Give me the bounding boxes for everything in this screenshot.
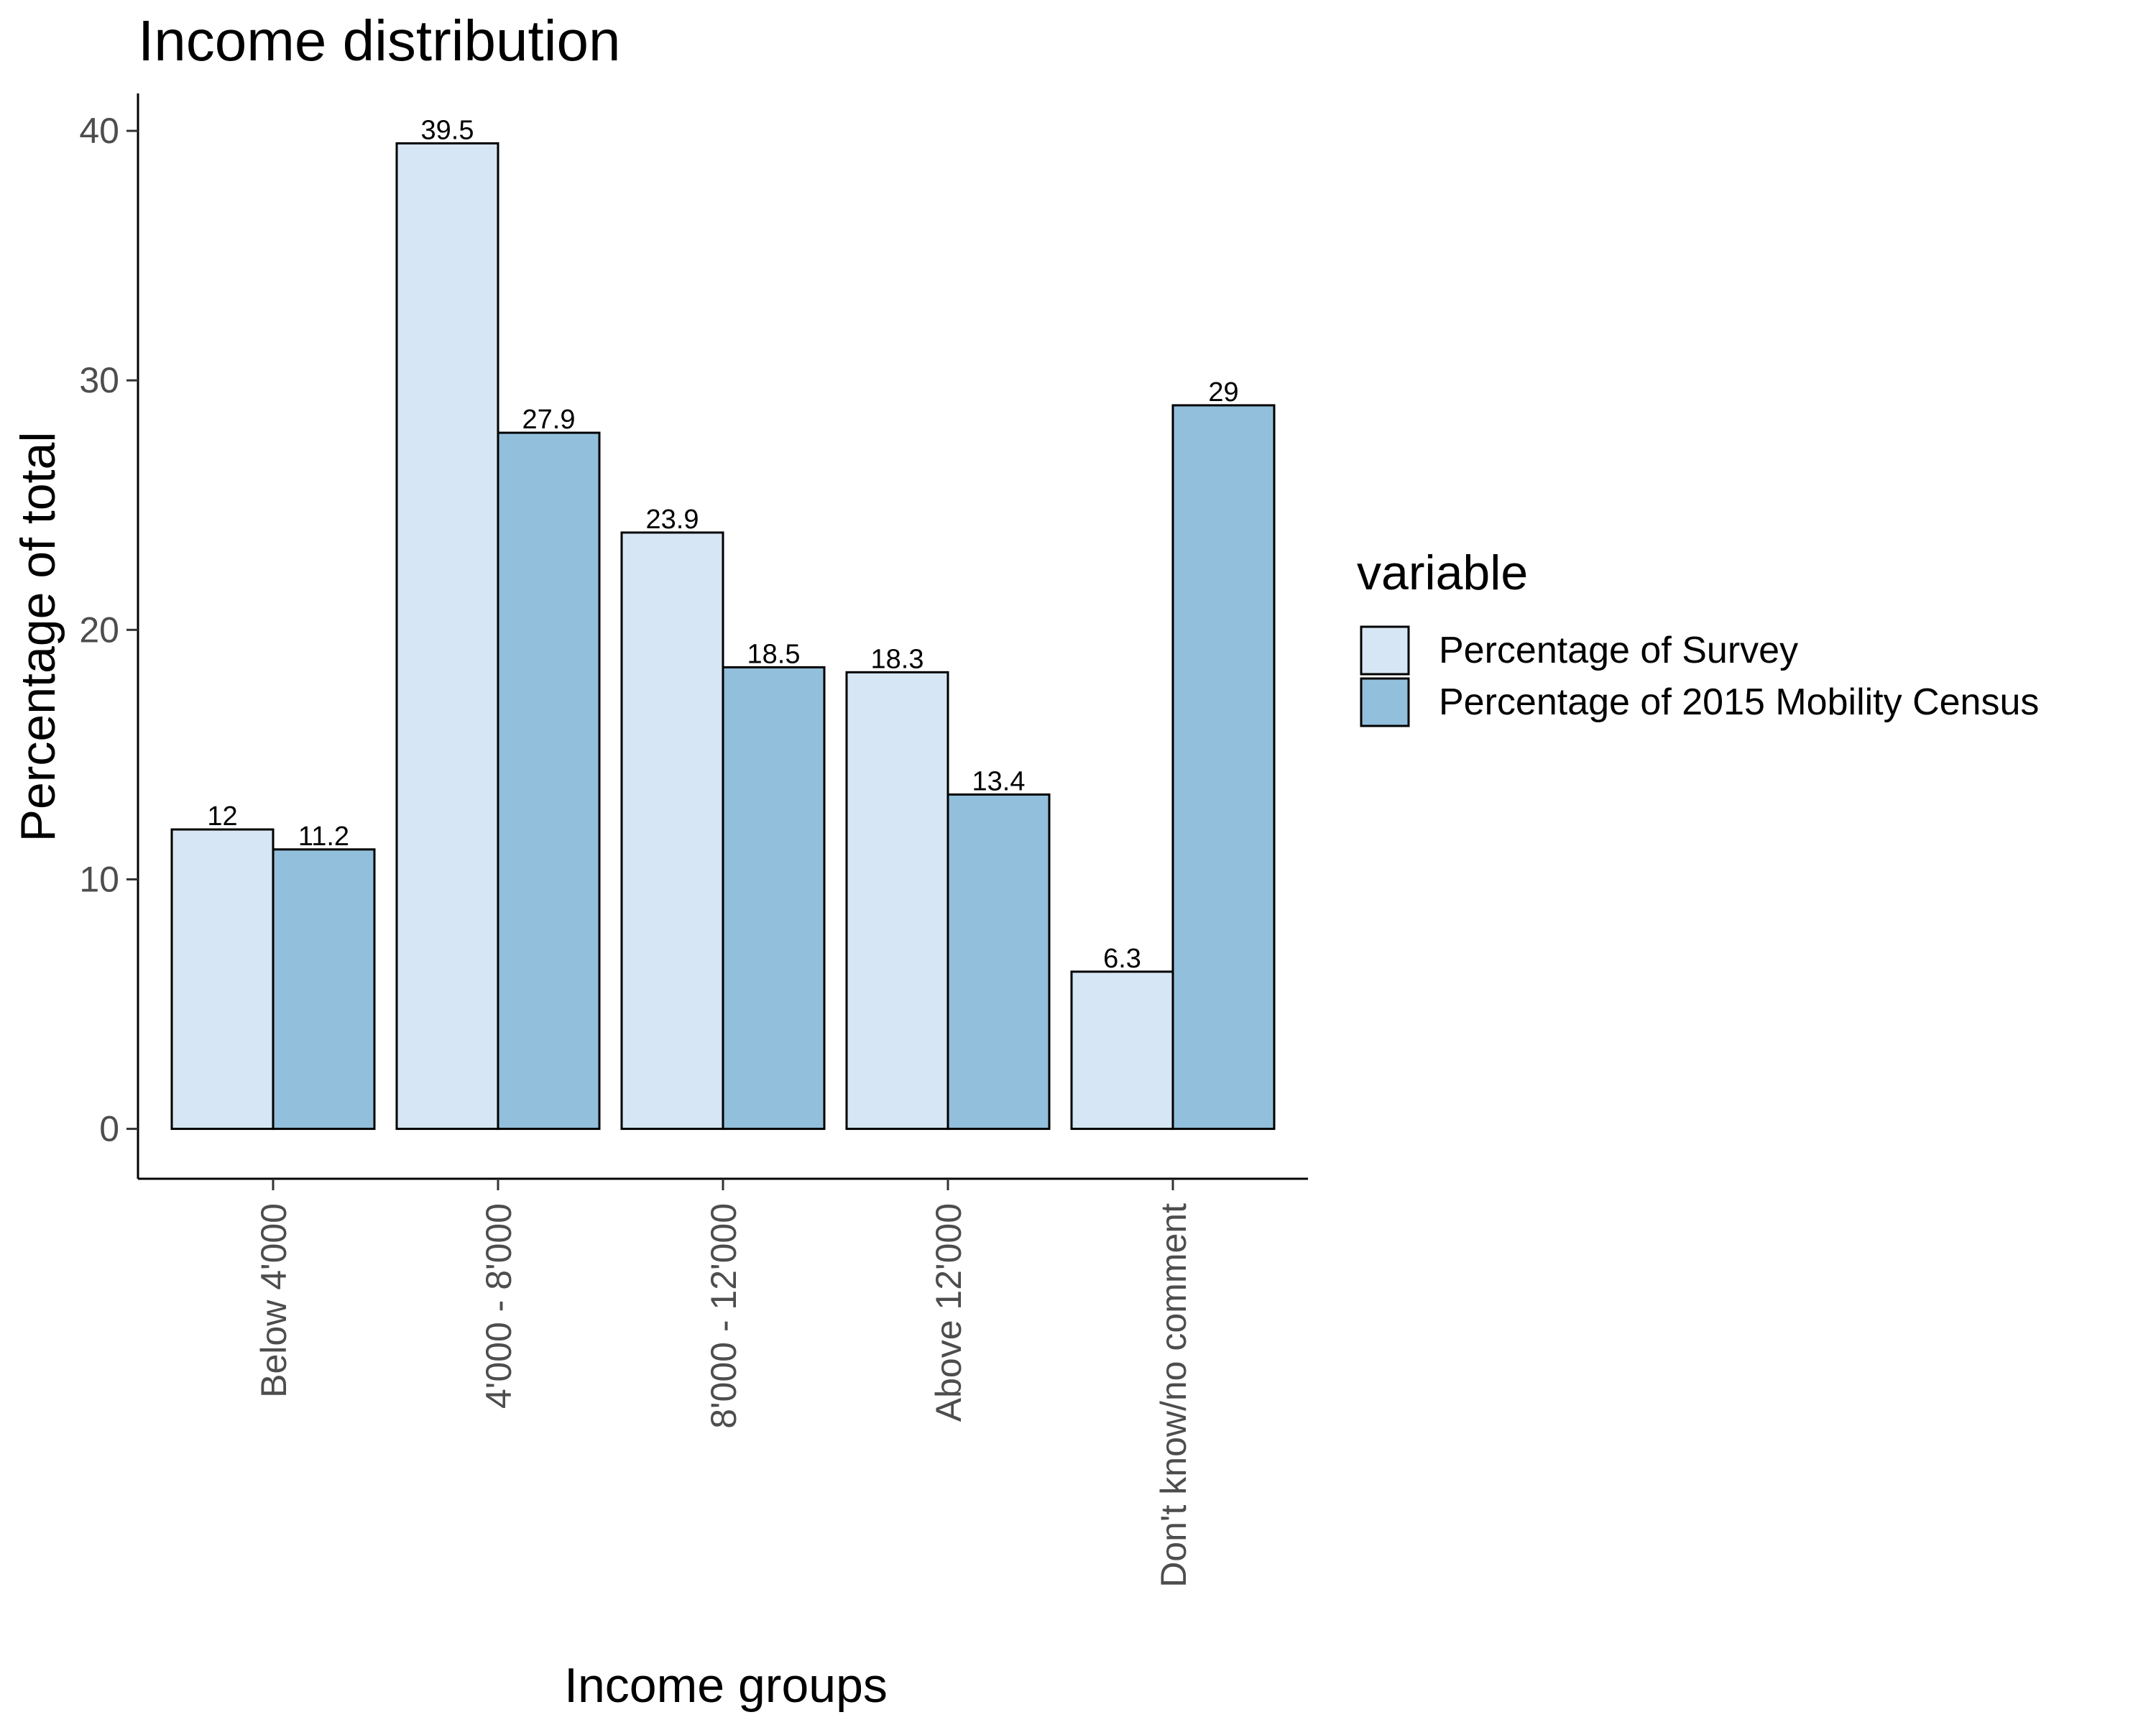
data-label: 27.9 (522, 405, 576, 435)
y-tick-label: 40 (79, 111, 119, 151)
bar (620, 531, 724, 1131)
legend-label: Percentage of Survey (1439, 630, 1798, 671)
bar (946, 793, 1051, 1131)
data-label: 11.2 (298, 822, 349, 852)
y-tick-label: 0 (99, 1109, 119, 1149)
bar (395, 142, 499, 1131)
data-label: 29 (1208, 377, 1238, 408)
bar (497, 431, 601, 1131)
legend-swatch (1360, 625, 1410, 676)
data-label: 23.9 (646, 505, 699, 535)
x-axis-title: Income groups (564, 1658, 888, 1713)
chart-title: Income distribution (138, 9, 620, 73)
legend-swatch (1360, 677, 1410, 727)
legend-title: variable (1357, 546, 1528, 600)
x-tick-label: 8'000 - 12'000 (704, 1203, 744, 1429)
bar (845, 671, 949, 1131)
bar (170, 828, 275, 1131)
y-axis: 0 10 20 30 40 (79, 93, 139, 1179)
bar (1070, 970, 1174, 1131)
legend-label: Percentage of 2015 Mobility Census (1439, 681, 2039, 723)
x-tick-label: 4'000 - 8'000 (479, 1203, 519, 1409)
bar (722, 666, 826, 1131)
legend: variable Percentage of SurveyPercentage … (1357, 546, 2039, 727)
bar (1171, 404, 1276, 1131)
x-tick-label: Don't know/no comment (1153, 1203, 1194, 1588)
y-tick-label: 30 (79, 360, 119, 400)
x-axis: Below 4'000 4'000 - 8'000 8'000 - 12'000 Ab… (138, 1177, 1308, 1588)
x-tick-label: Above 12'000 (929, 1203, 969, 1422)
y-tick-label: 20 (79, 610, 119, 650)
data-labels-group: 12 39.5 23.9 18.3 6.3 11.2 27.9 18.5 13.4 29 (207, 115, 1238, 973)
legend-items: Percentage of Survey Percentage of 2015 M… (1360, 625, 2039, 727)
data-label: 6.3 (1103, 944, 1141, 974)
y-axis-title: Percentage of total (11, 432, 65, 842)
bars-group (170, 142, 1276, 1131)
data-label: 18.5 (747, 639, 801, 669)
data-label: 39.5 (421, 115, 474, 145)
y-tick-label: 10 (79, 859, 119, 899)
data-label: 18.3 (871, 644, 924, 674)
data-label: 13.4 (972, 766, 1026, 796)
bar (272, 848, 376, 1131)
x-tick-label: Below 4'000 (254, 1203, 294, 1398)
data-label: 12 (207, 801, 237, 832)
